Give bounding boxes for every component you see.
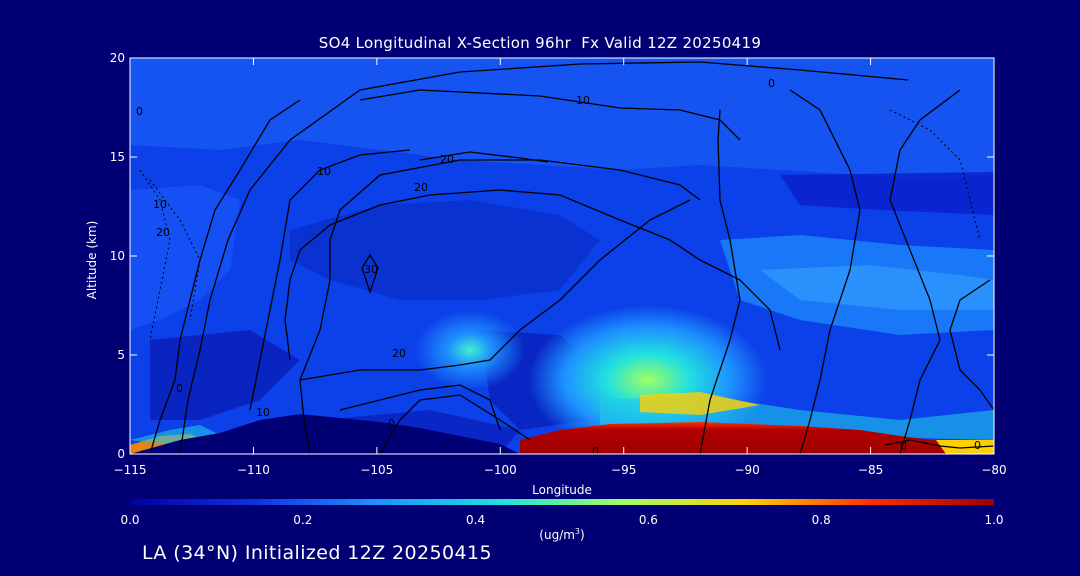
chart-title: SO4 Longitudinal X-Section 96hr Fx Valid… — [318, 34, 762, 52]
west-light-region — [130, 185, 240, 330]
contour-label: 0 — [592, 445, 599, 458]
y-tick-label: 10 — [110, 249, 125, 263]
colorbar-unit-label: (ug/m3) — [539, 527, 585, 542]
contour-line-0-outer — [179, 61, 909, 454]
x-tick-label: −90 — [734, 463, 759, 477]
west-low-dark — [150, 330, 300, 420]
plot-area: 10 10 10 10 20 20 20 20 30 0 0 0 0 0 0 0 — [130, 58, 994, 458]
contour-labels: 10 10 10 10 20 20 20 20 30 0 0 0 0 0 0 0 — [136, 77, 981, 458]
colorbar-tick-label: 0.2 — [293, 513, 312, 527]
contour-label: 0 — [768, 77, 775, 90]
east-surface-yellow — [936, 440, 994, 454]
colorbar-tick-label: 0.4 — [466, 513, 485, 527]
west-surface-cyan — [130, 425, 220, 445]
contour-line-0-east-b — [789, 89, 861, 454]
contour-label: 10 — [153, 198, 167, 211]
contour-label: 10 — [576, 94, 590, 107]
contour-line-20-top — [419, 151, 549, 163]
colorbar — [130, 499, 994, 505]
y-tick-label: 15 — [110, 150, 125, 164]
x-tick-label: −115 — [114, 463, 147, 477]
colorbar-tick-label: 0.0 — [120, 513, 139, 527]
contour-line-0-west — [149, 99, 301, 454]
contour-label: 0 — [176, 382, 183, 395]
contour-label: 0 — [974, 439, 981, 452]
colorbar-ticks: 0.0 0.2 0.4 0.6 0.8 1.0 — [120, 513, 1003, 527]
negative-contour-b — [149, 179, 201, 321]
contour-label: 20 — [156, 226, 170, 239]
contour-line-0-east-c — [889, 89, 961, 454]
central-plume — [415, 310, 525, 390]
contour-line-0-surface — [884, 439, 994, 449]
y-tick-label: 5 — [117, 348, 125, 362]
contour-line-30-cell — [361, 253, 379, 295]
y-tick-label: 0 — [117, 447, 125, 461]
contour-line-0-east-a — [699, 109, 741, 454]
surface-yellow — [640, 392, 760, 415]
contour-line-20-a — [299, 199, 691, 381]
colorbar-tick-label: 1.0 — [984, 513, 1003, 527]
contour-label: 0 — [900, 439, 907, 452]
terrain — [130, 414, 520, 454]
contour-label: 10 — [256, 406, 270, 419]
contour-lines — [149, 61, 994, 454]
x-tick-label: −100 — [484, 463, 517, 477]
x-tick-label: −85 — [858, 463, 883, 477]
y-tick-label: 20 — [110, 51, 125, 65]
contour-label: 0 — [388, 417, 395, 430]
surface-layer-max — [520, 422, 994, 454]
contour-label: 20 — [414, 181, 428, 194]
contour-line-10-b — [249, 149, 411, 411]
negative-contour-a — [139, 169, 171, 341]
y-axis-ticks: 0 5 10 15 20 — [110, 51, 994, 461]
contour-line-0-east-d — [949, 279, 994, 411]
east-mid-highlight — [760, 265, 994, 310]
x-tick-label: −95 — [611, 463, 636, 477]
contour-label: 20 — [440, 153, 454, 166]
init-footer-text: LA (34°N) Initialized 12Z 20250415 — [142, 542, 492, 564]
negative-contours — [139, 109, 981, 341]
x-tick-label: −110 — [237, 463, 270, 477]
upper-dark-band — [780, 172, 994, 215]
upper-core-region — [290, 200, 600, 300]
colorbar-tick-label: 0.8 — [812, 513, 831, 527]
contour-label: 30 — [364, 263, 378, 276]
x-axis-label: Longitude — [532, 483, 592, 497]
x-axis-ticks: −115 −110 −105 −100 −95 −90 −85 −80 — [114, 58, 1007, 477]
contour-label: 0 — [136, 105, 143, 118]
x-tick-label: −80 — [981, 463, 1006, 477]
contour-line-10-top — [359, 89, 741, 141]
contour-line-20-b — [284, 189, 781, 361]
x-tick-label: −105 — [360, 463, 393, 477]
contour-label: 20 — [392, 347, 406, 360]
contour-line-0-basin — [379, 394, 531, 454]
colorbar-tick-label: 0.6 — [639, 513, 658, 527]
contour-line-10-basin — [339, 384, 501, 431]
upper-light-band — [130, 58, 994, 180]
contour-label: 10 — [317, 165, 331, 178]
